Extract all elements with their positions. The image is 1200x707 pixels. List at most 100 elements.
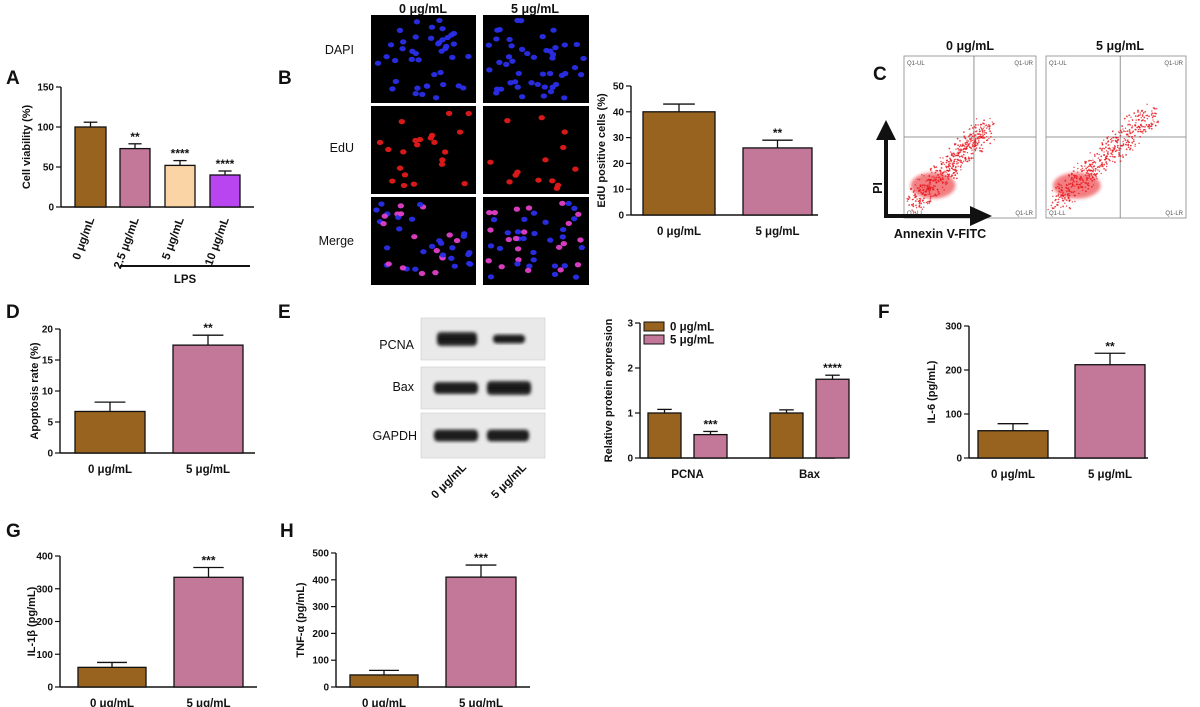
- flow-x-axis-label: Annexin V-FITC: [894, 227, 986, 241]
- event-dot: [932, 185, 935, 187]
- event-dot: [991, 121, 993, 123]
- event-dot: [918, 205, 921, 208]
- event-dot: [927, 193, 929, 196]
- event-dot: [983, 119, 985, 122]
- cell-nucleus: [508, 43, 515, 49]
- event-dot: [962, 153, 965, 156]
- event-dot: [1137, 128, 1140, 131]
- event-dot: [1094, 155, 1096, 157]
- event-dot: [1151, 112, 1154, 115]
- event-dot: [1073, 166, 1075, 169]
- event-dot: [977, 136, 979, 139]
- event-dot: [921, 174, 923, 176]
- event-dot: [1101, 142, 1104, 144]
- cell-nucleus: [412, 137, 419, 144]
- event-dot: [914, 211, 917, 214]
- event-dot: [1069, 199, 1071, 201]
- event-dot: [914, 193, 916, 196]
- cell-nucleus: [580, 55, 587, 62]
- y-axis-label: EdU positive cells (%): [596, 93, 608, 208]
- event-dot: [920, 206, 922, 209]
- cell-nucleus: [446, 232, 453, 238]
- event-dot: [1094, 173, 1096, 176]
- event-dot: [1103, 153, 1105, 156]
- cell-nucleus: [413, 19, 421, 25]
- event-dot: [923, 175, 925, 177]
- event-dot: [1092, 173, 1095, 176]
- chart-il1b: 0 100 200 300 400 IL-1β (pg/mL) 0 μg/mL *** 5 μg…: [26, 552, 257, 707]
- y-tick-label: 0: [47, 449, 53, 460]
- event-dot: [976, 143, 979, 145]
- event-dot: [1125, 144, 1127, 146]
- cell-nucleus: [514, 261, 521, 267]
- cell-nucleus: [450, 41, 457, 47]
- event-dot: [978, 137, 980, 140]
- cell-nucleus: [397, 211, 405, 217]
- event-dot: [981, 130, 984, 133]
- event-dot: [975, 134, 977, 136]
- event-dot: [983, 133, 986, 136]
- event-dot: [964, 142, 966, 144]
- event-dot: [988, 123, 990, 126]
- cell-nucleus: [439, 252, 447, 258]
- event-dot: [1060, 191, 1062, 194]
- event-dot: [976, 144, 978, 147]
- event-dot: [956, 160, 958, 163]
- event-dot: [1057, 198, 1060, 201]
- event-dot: [1140, 117, 1142, 119]
- cell-nucleus: [414, 142, 421, 148]
- event-dot: [1114, 145, 1116, 148]
- event-dot: [913, 190, 915, 193]
- event-dot: [1103, 139, 1105, 141]
- cell-nucleus: [572, 166, 579, 172]
- bar: [769, 412, 804, 459]
- event-dot: [1080, 169, 1082, 171]
- event-dot: [951, 174, 953, 177]
- event-dot: [1145, 124, 1148, 126]
- chart-relative-protein: 0 1 2 3 Relative protein expression *** PCNA **…: [603, 318, 850, 481]
- event-dot: [983, 141, 985, 144]
- event-dot: [1070, 185, 1073, 188]
- event-dot: [1135, 119, 1137, 121]
- event-dot: [1060, 184, 1062, 186]
- cell-nucleus: [428, 24, 436, 30]
- event-dot: [968, 156, 970, 158]
- event-dot: [914, 200, 917, 202]
- event-dot: [974, 126, 977, 129]
- event-dot: [988, 137, 990, 140]
- y-tick-label: 30: [613, 133, 625, 144]
- event-dot: [970, 137, 973, 140]
- event-dot: [1093, 178, 1096, 181]
- event-dot: [918, 187, 920, 189]
- cell-nucleus: [521, 216, 528, 222]
- event-dot: [959, 159, 961, 161]
- event-dot: [1064, 180, 1067, 182]
- cell-nucleus: [534, 81, 541, 88]
- event-dot: [1109, 149, 1112, 151]
- event-dot: [950, 175, 953, 178]
- event-dot: [930, 200, 932, 203]
- cell-nucleus: [577, 237, 584, 243]
- event-dot: [1071, 184, 1074, 187]
- cell-nucleus: [552, 45, 559, 51]
- event-dot: [964, 151, 966, 153]
- microscopy-panel: 0 μg/mL 5 μg/mL DAPI EdU Merge: [319, 2, 589, 285]
- event-dot: [971, 152, 974, 155]
- event-dot: [1059, 184, 1061, 186]
- cell-nucleus: [493, 86, 501, 92]
- protein-band: [437, 332, 477, 346]
- event-dot: [1150, 113, 1153, 116]
- cell-nucleus: [460, 85, 467, 91]
- event-dot: [1061, 189, 1064, 192]
- event-dot: [1125, 141, 1128, 144]
- event-dot: [1074, 200, 1076, 203]
- event-dot: [974, 143, 976, 146]
- cell-nucleus: [381, 213, 388, 219]
- event-dot: [1146, 114, 1149, 117]
- event-dot: [1104, 169, 1107, 172]
- event-dot: [1154, 115, 1156, 118]
- cell-nucleus: [524, 267, 532, 273]
- event-dot: [965, 147, 968, 150]
- cell-nucleus: [530, 210, 538, 216]
